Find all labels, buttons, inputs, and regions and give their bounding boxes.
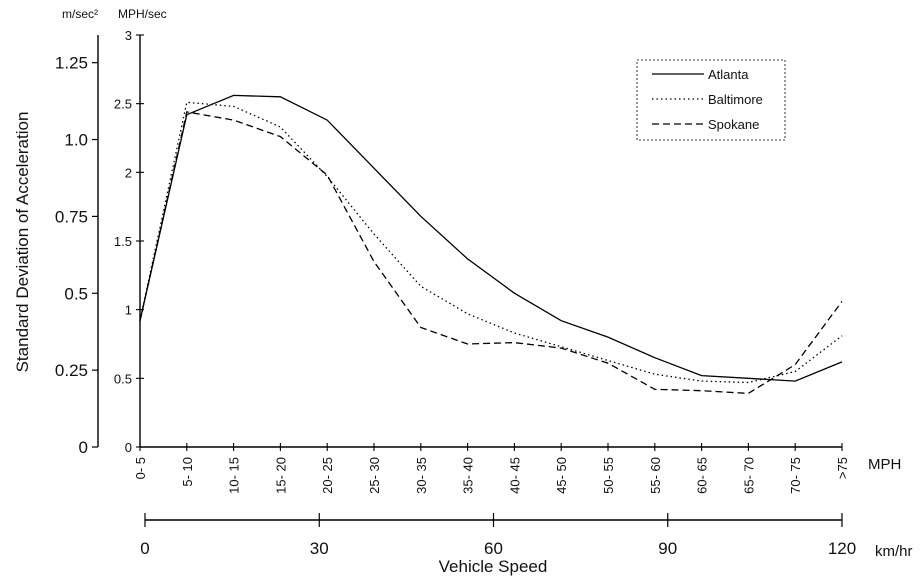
x-tick-label-mph: 50- 55 (601, 457, 616, 494)
y-axis-title: Standard Deviation of Acceleration (13, 112, 32, 373)
x-tick-label-mph: 15- 20 (273, 457, 288, 494)
y-tick-label-left: 0 (79, 438, 88, 457)
series-line-baltimore (139, 101, 843, 384)
x-tick-label-mph: 40- 45 (507, 457, 522, 494)
legend-box (636, 59, 786, 141)
x-tick-label-mph: 25- 30 (367, 457, 382, 494)
y-tick-label-right: 0.5 (114, 371, 132, 386)
y-tick-label-right: 2.5 (114, 97, 132, 112)
x-tick-label-mph: 0- 5 (133, 457, 148, 479)
y-tick-label-left: 0.75 (55, 207, 88, 226)
x-unit-kmh: km/hr (875, 543, 913, 560)
y-tick-label-right: 0 (125, 440, 132, 455)
x-tick-label-kmh: 0 (140, 539, 149, 558)
x-tick-label-mph: 35- 40 (461, 457, 476, 494)
x-tick-label-mph: 45- 50 (554, 457, 569, 494)
y-tick-label-right: 2 (125, 165, 132, 180)
x-tick-label-kmh: 120 (828, 539, 856, 558)
x-tick-label-mph: 55- 60 (648, 457, 663, 494)
axes (92, 34, 843, 527)
x-tick-label-mph: 70- 75 (788, 457, 803, 494)
x-tick-label-kmh: 30 (310, 539, 329, 558)
x-unit-mph: MPH (868, 456, 901, 473)
y-tick-label-left: 0.5 (64, 284, 88, 303)
y-tick-label-right: 1.5 (114, 234, 132, 249)
x-tick-label-mph: 10- 15 (227, 457, 242, 494)
series-line-spokane (139, 111, 843, 395)
legend-label-atlanta: Atlanta (708, 67, 749, 82)
x-tick-label-mph: 65- 70 (741, 457, 756, 494)
y-unit-right: MPH/sec (118, 7, 167, 21)
y-tick-label-left: 0.25 (55, 361, 88, 380)
x-tick-label-mph: >75 (835, 457, 850, 479)
x-axis-title: Vehicle Speed (439, 557, 548, 576)
series-lines (139, 94, 843, 395)
legend-label-spokane: Spokane (708, 117, 759, 132)
series-line-atlanta (139, 94, 843, 382)
legend: Atlanta Baltimore Spokane (636, 59, 786, 141)
y-unit-left: m/sec² (62, 7, 98, 21)
y-tick-label-right: 3 (125, 28, 132, 43)
y-tick-label-right: 1 (125, 303, 132, 318)
x-tick-label-mph: 5- 10 (180, 457, 195, 487)
tick-labels: 0 0.25 0.5 0.75 1.0 1.25 0 0.5 1 1.5 2 2.5 3 0- 5 5- 1… (55, 28, 856, 558)
x-tick-label-kmh: 90 (658, 539, 677, 558)
y-tick-label-left: 1.0 (64, 131, 88, 150)
x-tick-label-mph: 20- 25 (320, 457, 335, 494)
y-tick-label-left: 1.25 (55, 54, 88, 73)
x-tick-label-mph: 60- 65 (695, 457, 710, 494)
legend-label-baltimore: Baltimore (708, 92, 763, 107)
x-tick-label-kmh: 60 (484, 539, 503, 558)
x-tick-label-mph: 30- 35 (414, 457, 429, 494)
